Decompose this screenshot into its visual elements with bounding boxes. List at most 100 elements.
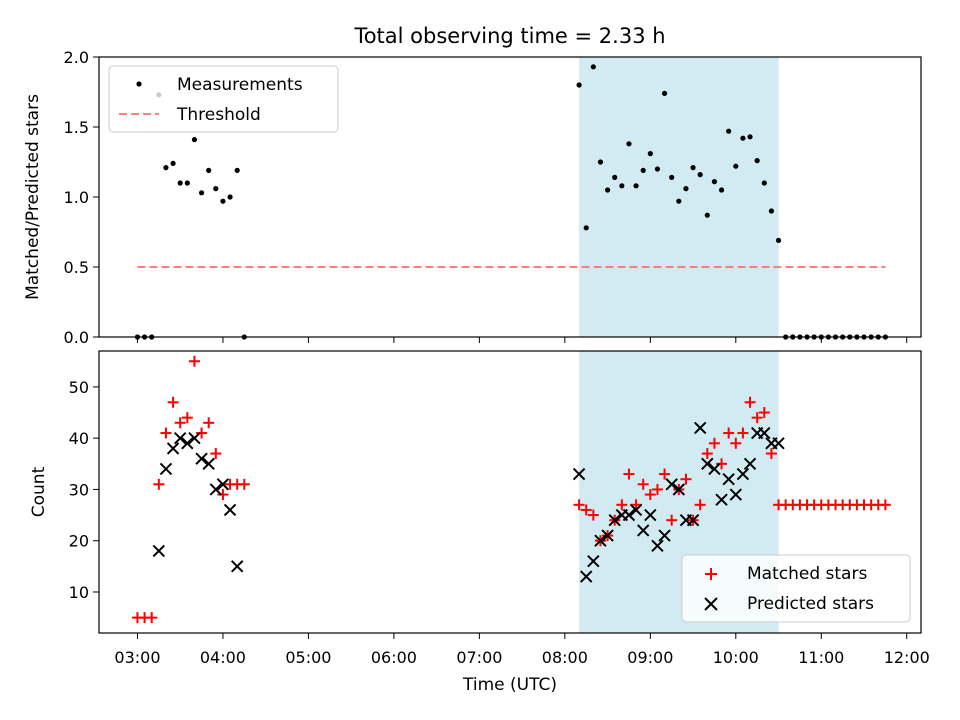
top-panel: 0.00.51.01.52.0 Matched/Predicted stars … (23, 48, 922, 347)
measurement-point (597, 159, 604, 165)
y-tick-label: 2.0 (64, 48, 89, 67)
predicted-star-point (772, 437, 785, 450)
measurement-point (576, 82, 582, 88)
y-tick-label: 50 (69, 378, 89, 397)
bottom-legend-box (681, 554, 911, 623)
matched-star-point (630, 499, 642, 511)
x-tick-label: 07:00 (456, 648, 502, 667)
matched-star-point (203, 417, 215, 429)
legend-matched-label: Matched stars (747, 564, 867, 584)
matched-star-point (651, 483, 663, 495)
predicted-star-point (202, 457, 215, 471)
measurement-point (163, 165, 169, 171)
matched-star-point (701, 448, 713, 460)
matched-star-point (730, 437, 742, 449)
matched-star-point (737, 427, 749, 439)
predicted-star-point (188, 431, 201, 445)
predicted-star-point (758, 426, 771, 440)
matched-star-point (146, 612, 158, 624)
matched-star-point (758, 407, 770, 419)
measurement-point (191, 137, 198, 143)
measurement-point (733, 163, 739, 169)
legend-predicted-marker (704, 597, 718, 611)
measurement-point (206, 167, 212, 173)
matched-star-point (680, 473, 692, 485)
measurement-point (711, 179, 718, 185)
measurement-point (170, 160, 176, 166)
predicted-star-point (594, 534, 607, 547)
x-tick-label: 05:00 (285, 648, 331, 667)
measurement-point (718, 187, 725, 193)
measurement-point (669, 174, 675, 180)
matched-star-point (659, 468, 671, 480)
predicted-star-point (644, 508, 657, 522)
matched-star-point (723, 427, 735, 439)
predicted-star-point (729, 488, 743, 501)
top-y-ticks: 0.0 0.5 1.0 1.5 2.0 (64, 48, 99, 347)
matched-star-point (160, 427, 172, 439)
predicted-star-point (722, 472, 735, 486)
legend-measurements-label: Measurements (177, 75, 303, 95)
measurement-point (740, 135, 746, 141)
matched-star-point (587, 509, 599, 521)
predicted-star-point (736, 467, 750, 481)
measurement-point (633, 183, 639, 189)
predicted-star-point (743, 457, 757, 471)
matched-star-point (644, 489, 656, 501)
predicted-star-point (658, 529, 671, 542)
measurement-point (697, 172, 703, 178)
matched-star-point (623, 468, 635, 480)
predicted-star-point (636, 524, 650, 537)
bottom-x-ticks: 03:00 04:00 05:00 06:00 07:00 08:00 09:00 10:00… (114, 633, 930, 667)
measurement-point (704, 212, 710, 218)
top-observing-span (579, 57, 779, 337)
predicted-star-point (580, 570, 593, 583)
legend-measurement-marker (136, 81, 142, 87)
matched-star-point (210, 448, 222, 460)
bottom-panel: 10 20 30 40 50 03:00 04:00 05:00 06:00 07:00 08:0… (29, 350, 930, 695)
measurement-point (198, 190, 205, 196)
measurement-point (647, 151, 653, 157)
predicted-star-point (629, 503, 643, 517)
measurement-point (676, 198, 682, 204)
measurement-point (626, 141, 632, 147)
measurement-point (747, 134, 753, 140)
predicted-star-point (651, 539, 664, 553)
measurement-point (690, 165, 696, 171)
x-tick-label: 11:00 (798, 648, 844, 667)
predicted-star-point (587, 555, 600, 568)
predicted-star-point (166, 442, 180, 455)
bottom-legend: Matched stars Predicted stars (681, 554, 911, 623)
figure-title: Total observing time = 2.33 h (353, 24, 665, 48)
measurement-point (654, 166, 661, 172)
measurement-point (754, 158, 760, 164)
predicted-star-point (195, 452, 208, 465)
matched-star-point (879, 499, 891, 511)
y-tick-label: 1.5 (64, 118, 89, 137)
predicted-star-point (708, 462, 721, 476)
predicted-star-point (701, 457, 714, 471)
top-legend: Measurements Threshold (108, 65, 339, 133)
x-tick-label: 12:00 (884, 648, 930, 667)
measurement-point (768, 208, 775, 214)
bottom-y-axis-label: Count (29, 466, 49, 517)
predicted-star-point (152, 544, 166, 558)
legend-predicted-label: Predicted stars (747, 594, 874, 614)
matched-star-point (580, 504, 592, 516)
legend-matched-marker (705, 568, 717, 580)
x-tick-label: 04:00 (200, 648, 246, 667)
measurement-point (604, 187, 611, 193)
measurement-point (177, 180, 183, 186)
top-y-axis-label: Matched/Predicted stars (23, 94, 43, 300)
x-tick-label: 06:00 (371, 648, 417, 667)
predicted-star-point (230, 560, 244, 573)
measurement-point (220, 198, 226, 204)
predicted-star-point (216, 478, 230, 491)
predicted-star-point (686, 513, 700, 527)
matched-star-point (666, 514, 678, 526)
x-tick-label: 03:00 (114, 648, 160, 667)
matched-star-point (744, 396, 756, 408)
predicted-star-point (608, 513, 621, 527)
matched-star-point (694, 499, 706, 511)
matched-star-point (751, 412, 763, 424)
